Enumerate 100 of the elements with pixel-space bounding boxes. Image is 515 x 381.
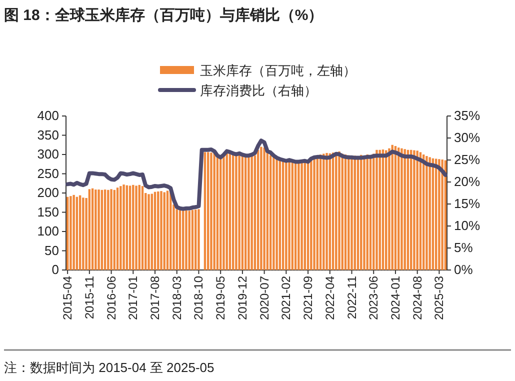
bar <box>154 192 156 270</box>
x-tick-label: 2021-02 <box>279 276 294 320</box>
bar <box>428 157 431 270</box>
bar <box>172 204 175 270</box>
bar <box>166 190 169 270</box>
bar <box>98 190 100 270</box>
bar <box>426 156 428 270</box>
x-tick-label: 2021-09 <box>301 276 316 320</box>
bar <box>294 162 297 270</box>
bar <box>260 146 262 270</box>
bar <box>85 198 88 270</box>
bar <box>144 193 147 270</box>
y2-tick-label: 5% <box>454 240 474 255</box>
bar <box>116 188 119 270</box>
bar <box>266 152 269 270</box>
y-tick-label: 50 <box>44 242 59 258</box>
bar <box>188 210 190 270</box>
bar <box>198 209 200 270</box>
bar <box>288 161 290 270</box>
bar <box>194 210 197 270</box>
bar <box>132 184 134 270</box>
bar <box>163 192 166 270</box>
bar <box>128 186 132 270</box>
x-tick-label: 2015-04 <box>60 276 75 320</box>
bar <box>107 190 110 270</box>
bar <box>178 210 182 270</box>
bar <box>110 189 112 270</box>
bar <box>191 210 194 270</box>
bar <box>150 194 153 270</box>
bar <box>248 156 250 270</box>
y2-tick-label: 30% <box>454 130 480 145</box>
x-tick-label: 2024-01 <box>388 276 402 320</box>
x-tick-label: 2017-01 <box>126 276 140 320</box>
y2-tick-label: 35% <box>454 108 480 123</box>
y-tick-label: 150 <box>37 204 59 220</box>
bar <box>304 161 306 270</box>
bar <box>250 156 253 270</box>
y2-tick-label: 10% <box>454 218 480 233</box>
bar <box>113 190 116 270</box>
bar <box>94 190 97 270</box>
legend-label: 库存消费比（右轴） <box>200 83 317 98</box>
bar <box>222 154 225 270</box>
bar <box>226 152 228 270</box>
x-tick-label: 2020-07 <box>257 276 272 320</box>
y2-tick-label: 20% <box>454 174 480 189</box>
x-tick-label: 2016-06 <box>104 276 118 320</box>
bar <box>182 210 184 270</box>
bar <box>300 161 303 270</box>
y-tick-label: 300 <box>37 146 59 162</box>
bar <box>272 157 275 270</box>
bar <box>122 184 125 270</box>
bar <box>291 161 294 270</box>
bar <box>157 191 160 270</box>
bar <box>160 191 162 270</box>
y2-tick-label: 25% <box>454 152 480 167</box>
y-tick-label: 350 <box>37 127 59 142</box>
bar <box>78 195 82 270</box>
bar <box>235 154 238 270</box>
bar <box>141 186 144 270</box>
x-tick-label: 2019-12 <box>235 276 250 320</box>
bar <box>438 159 440 270</box>
chart-title: 图 18：全球玉米库存（百万吨）与库销比（%） <box>4 6 324 24</box>
y-tick-label: 200 <box>37 185 59 200</box>
bar <box>228 152 232 270</box>
bar <box>88 189 91 270</box>
bar <box>238 155 240 270</box>
bar <box>176 209 178 270</box>
x-tick-label: 2018-10 <box>192 276 206 320</box>
bar <box>91 188 94 270</box>
y2-tick-label: 15% <box>454 196 480 211</box>
bar <box>100 190 104 270</box>
bar <box>276 159 278 270</box>
bar <box>269 155 272 270</box>
bar <box>70 196 72 270</box>
bar <box>326 152 328 270</box>
bar <box>207 152 210 270</box>
bar <box>441 160 444 270</box>
bar <box>210 152 212 270</box>
bar <box>120 186 122 270</box>
x-tick-label: 2025-03 <box>432 276 446 320</box>
x-tick-label: 2022-11 <box>344 276 359 320</box>
x-tick-label: 2024-08 <box>410 276 424 320</box>
bar <box>204 152 206 270</box>
bar <box>185 210 188 270</box>
y-tick-label: 400 <box>37 108 59 123</box>
bar <box>400 148 403 270</box>
bar <box>241 154 244 270</box>
bar <box>76 196 78 270</box>
x-tick-label: 2015-11 <box>82 276 96 320</box>
bar <box>148 194 150 270</box>
bar <box>138 184 140 270</box>
bar <box>278 160 282 270</box>
x-tick-label: 2023-06 <box>366 276 381 320</box>
y-tick-label: 100 <box>37 224 59 238</box>
bar <box>104 190 106 270</box>
bar <box>263 148 266 270</box>
bar <box>254 155 256 270</box>
bar <box>413 150 416 270</box>
x-tick-label: 2022-04 <box>322 276 337 320</box>
bar <box>66 196 69 270</box>
